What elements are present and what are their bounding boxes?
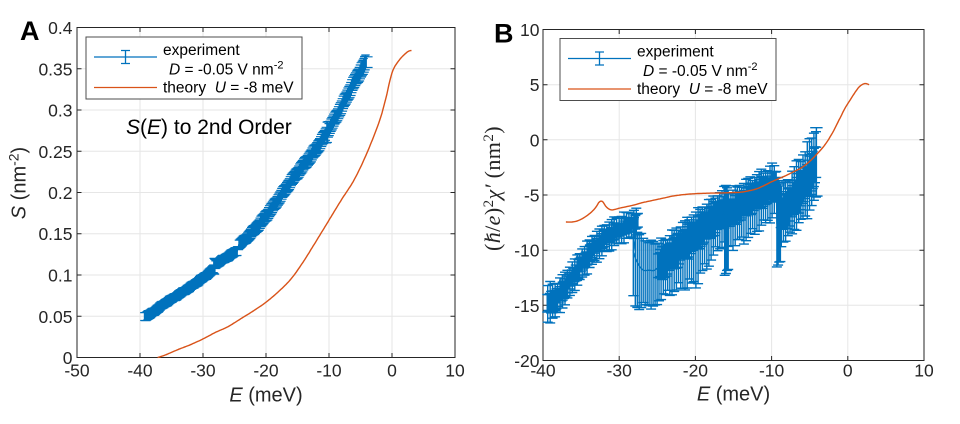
svg-text:0.25: 0.25 xyxy=(38,142,72,162)
svg-text:0.05: 0.05 xyxy=(38,307,72,327)
svg-text:A: A xyxy=(20,16,40,46)
svg-text:S (nm-2): S (nm-2) xyxy=(6,147,31,219)
svg-text:S(E) to 2nd Order: S(E) to 2nd Order xyxy=(126,116,292,139)
svg-text:0.35: 0.35 xyxy=(38,59,72,79)
svg-text:-20: -20 xyxy=(514,351,540,371)
svg-text:-40: -40 xyxy=(530,361,556,381)
svg-text:5: 5 xyxy=(530,75,540,95)
svg-text:-15: -15 xyxy=(514,296,539,316)
svg-text:0.4: 0.4 xyxy=(48,18,73,38)
svg-text:10: 10 xyxy=(445,361,465,381)
svg-text:experiment: experiment xyxy=(163,42,240,59)
svg-text:0: 0 xyxy=(63,348,73,368)
svg-text:10: 10 xyxy=(520,20,540,40)
svg-text:-5: -5 xyxy=(524,186,540,206)
svg-text:-40: -40 xyxy=(127,361,153,381)
svg-text:-20: -20 xyxy=(683,361,709,381)
svg-text:-50: -50 xyxy=(64,361,90,381)
svg-text:D = -0.05 V nm-2: D = -0.05 V nm-2 xyxy=(643,61,757,80)
svg-text:theory U = -8 meV: theory U = -8 meV xyxy=(637,81,768,98)
svg-text:0.3: 0.3 xyxy=(48,101,72,121)
svg-text:0: 0 xyxy=(843,361,853,381)
svg-text:-10: -10 xyxy=(316,361,342,381)
svg-text:-20: -20 xyxy=(253,361,279,381)
svg-text:(h/e)2χ′ (nm2): (h/e)2χ′ (nm2) xyxy=(480,126,505,251)
svg-text:0.2: 0.2 xyxy=(48,183,72,203)
svg-text:-30: -30 xyxy=(190,361,216,381)
svg-text:0: 0 xyxy=(530,130,540,150)
svg-text:-30: -30 xyxy=(607,361,633,381)
svg-text:B: B xyxy=(494,19,514,49)
svg-text:-10: -10 xyxy=(759,361,785,381)
svg-text:D = -0.05 V nm-2: D = -0.05 V nm-2 xyxy=(169,60,283,79)
svg-text:0.15: 0.15 xyxy=(38,224,72,244)
svg-text:E (meV): E (meV) xyxy=(697,384,770,406)
svg-text:0: 0 xyxy=(387,361,397,381)
svg-text:theory U = -8 meV: theory U = -8 meV xyxy=(163,80,294,97)
svg-text:-10: -10 xyxy=(514,241,540,261)
svg-text:0.1: 0.1 xyxy=(48,266,72,286)
svg-text:experiment: experiment xyxy=(637,44,714,61)
svg-text:10: 10 xyxy=(914,361,934,381)
svg-text:E (meV): E (meV) xyxy=(229,385,302,407)
